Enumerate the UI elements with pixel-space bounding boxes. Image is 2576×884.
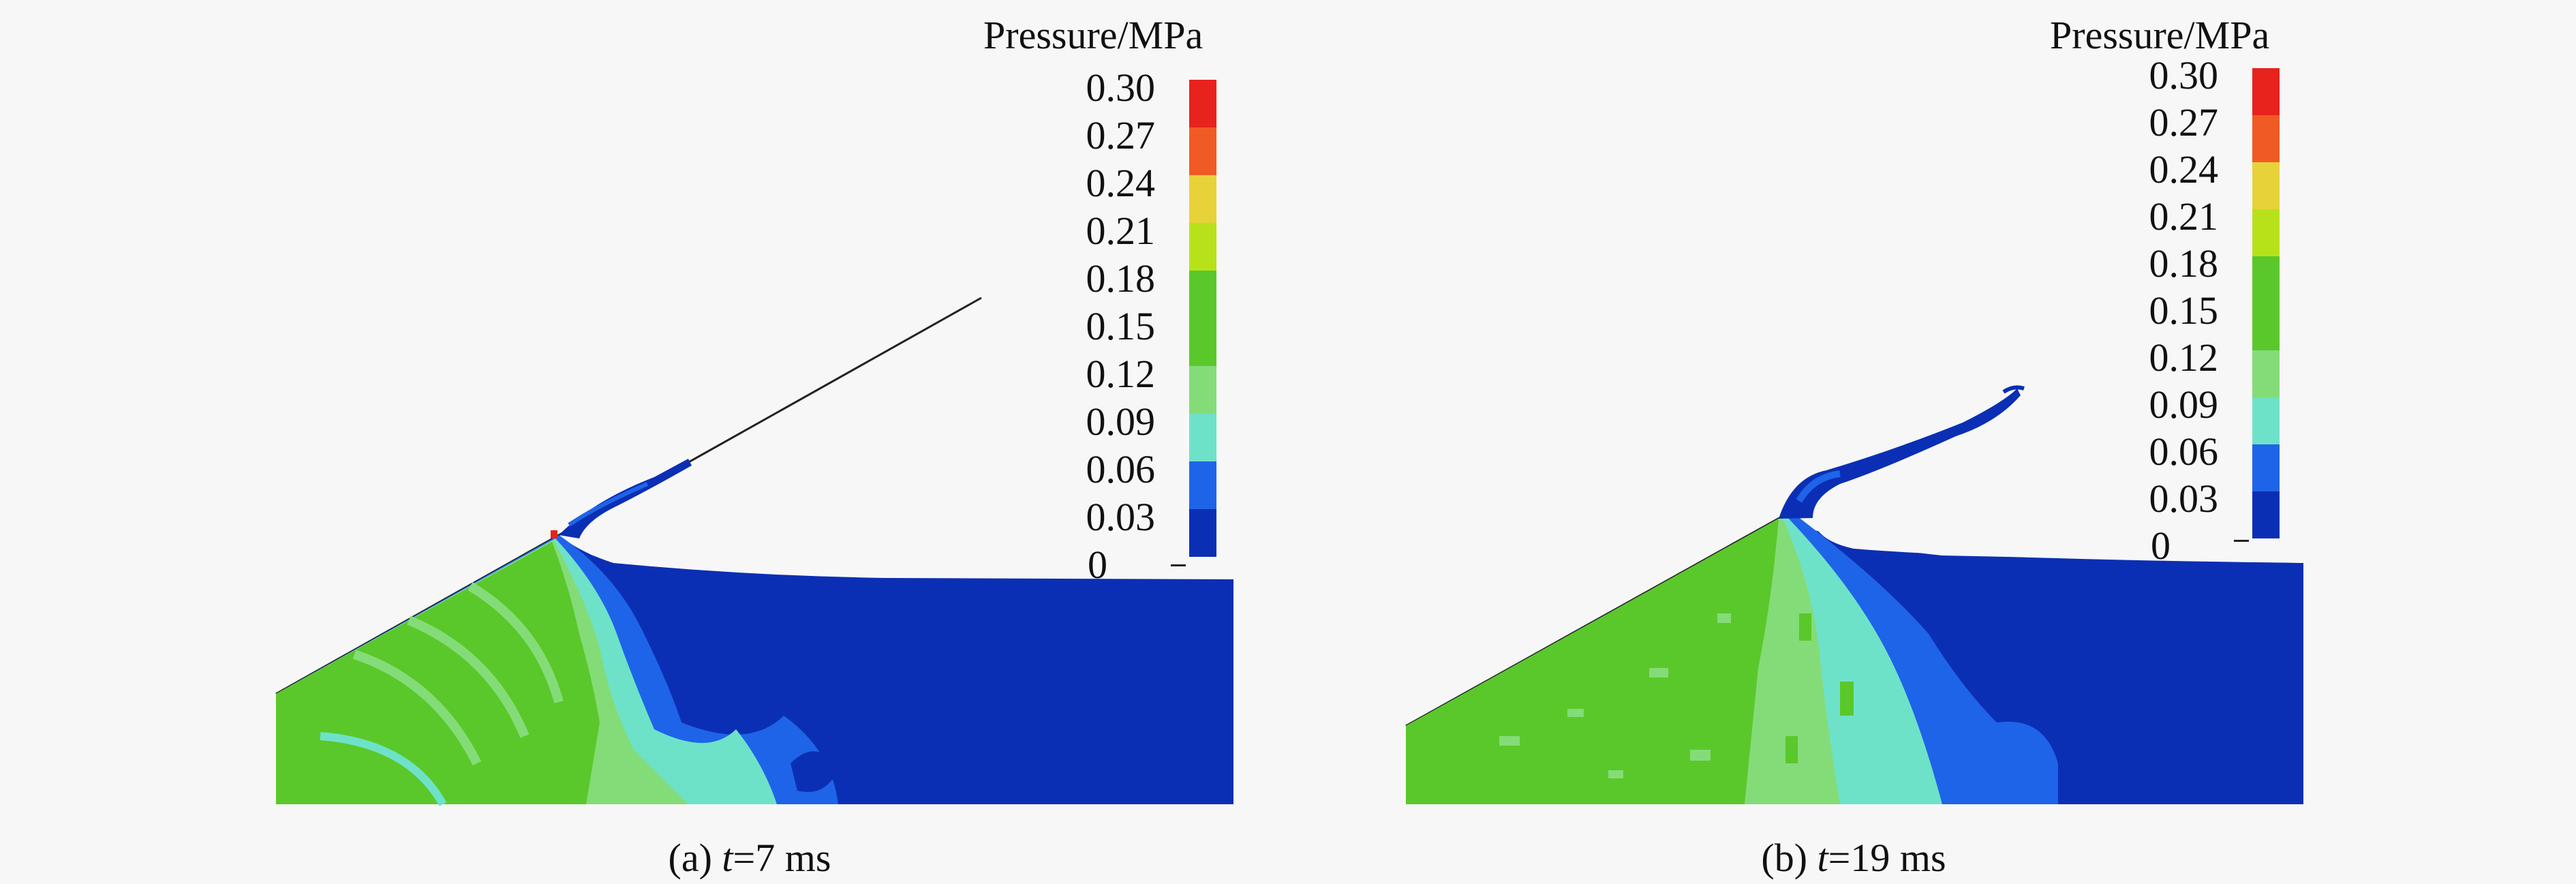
colorbar-a-title: Pressure/MPa <box>983 13 1203 57</box>
colorbar-b-tick: 0.21 <box>2149 194 2219 239</box>
colorbar-b-tick: 0.09 <box>2149 382 2219 427</box>
panel-a-plot <box>275 296 1233 806</box>
colorbar-b-tick: 0.24 <box>2149 147 2219 192</box>
panel-b-jet <box>1779 388 2021 519</box>
caption-b-variable: t <box>1817 836 1828 880</box>
caption-b-suffix: =19 ms <box>1828 836 1946 880</box>
colorbar-a-gradient <box>1189 80 1216 557</box>
panel-b-plot <box>1405 385 2303 804</box>
colorbar-a-tick: 0.06 <box>1086 447 1156 491</box>
colorbar-a-tick: 0.18 <box>1086 256 1156 301</box>
colorbar-b-tick: 0.15 <box>2149 288 2219 333</box>
caption-a-variable: t <box>722 836 733 880</box>
colorbar-b-tick: 0.18 <box>2149 241 2219 286</box>
caption-a-suffix: =7 ms <box>733 836 831 880</box>
colorbar-b-tick: 0.12 <box>2149 335 2219 380</box>
caption-b-prefix: (b) <box>1761 836 1818 880</box>
colorbar-a-tick: 0.30 <box>1086 65 1156 110</box>
colorbar-a-tick: 0 <box>1088 543 1107 587</box>
caption-a-prefix: (a) <box>668 836 722 880</box>
panel-a-jet <box>559 459 692 538</box>
colorbar-a-zero-dash <box>1171 564 1186 566</box>
colorbar-b-tick: 0 <box>2151 523 2171 568</box>
colorbar-b-gradient <box>2252 68 2280 538</box>
colorbar-a-tick: 0.12 <box>1086 352 1156 396</box>
colorbar-a-tick: 0.24 <box>1086 161 1156 205</box>
colorbar-b-tick: 0.03 <box>2149 476 2219 521</box>
colorbar-b-title: Pressure/MPa <box>2050 13 2270 57</box>
colorbar-b-tick: 0.06 <box>2149 429 2219 474</box>
colorbar-a-tick: 0.27 <box>1086 113 1156 157</box>
colorbar-b-zero-dash <box>2234 540 2249 542</box>
colorbar-b-tick: 0.30 <box>2149 53 2219 97</box>
colorbar-a-tick: 0.15 <box>1086 304 1156 348</box>
colorbar-a-tick: 0.09 <box>1086 399 1156 444</box>
colorbar-a-tick: 0.03 <box>1086 495 1156 539</box>
colorbar-a-tick: 0.21 <box>1086 209 1156 253</box>
caption-a: (a) t=7 ms <box>669 835 831 881</box>
caption-b: (b) t=19 ms <box>1761 835 1946 881</box>
panel-b-wedge-line <box>1405 513 1786 727</box>
colorbar-b-tick: 0.27 <box>2149 100 2219 144</box>
